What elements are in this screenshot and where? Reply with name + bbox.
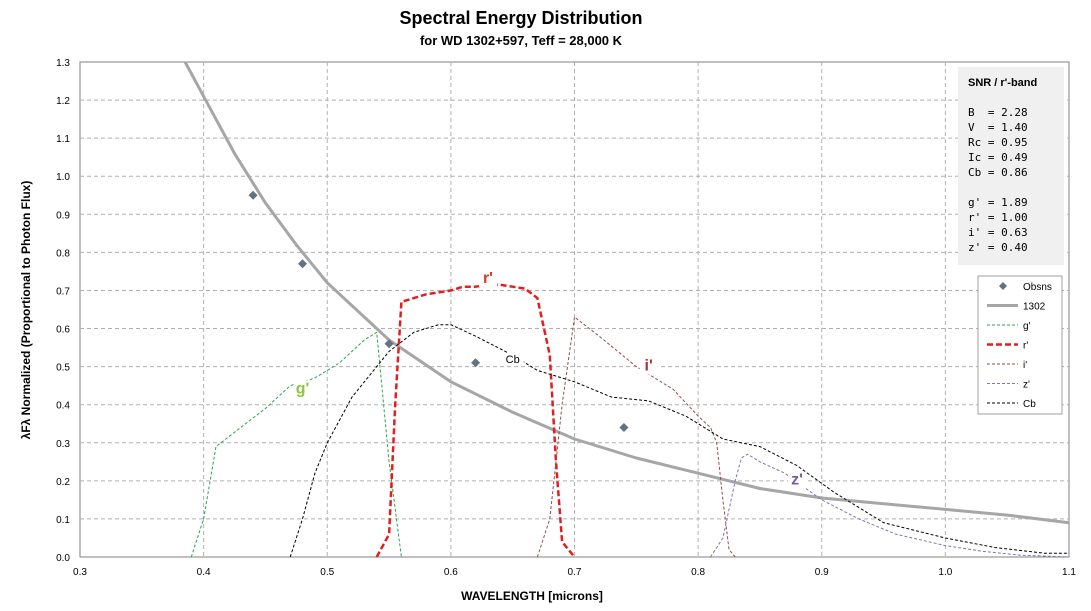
x-tick-label: 0.9 [815, 567, 829, 578]
legend-label: Obsns [1023, 282, 1052, 293]
series-line-1302 [183, 61, 1070, 525]
snr-line: B = 2.28 [968, 106, 1028, 119]
y-tick-label: 0.4 [56, 401, 70, 412]
legend-marker [999, 282, 1007, 290]
obs-point [248, 190, 258, 200]
y-tick-label: 0.2 [56, 477, 70, 488]
legend-label: g' [1023, 321, 1031, 332]
legend-label: Cb [1023, 399, 1036, 410]
legend: Obsns 1302 g' r' i' z' Cb [977, 275, 1063, 415]
obs-point [384, 339, 394, 349]
x-tick-label: 1.1 [1062, 567, 1076, 578]
y-tick-label: 1.1 [56, 134, 70, 145]
y-tick-label: 1.3 [56, 58, 70, 69]
snr-line: z' = 0.40 [968, 241, 1028, 254]
series-line-ip [536, 316, 736, 558]
y-axis-ticks: 0.0 0.1 0.2 0.3 0.4 0.5 0.6 0.7 0.8 0.9 1.0 1.1 1.2 1… [56, 58, 70, 564]
chart-title: Spectral Energy Distribution [399, 8, 642, 28]
snr-box: SNR / r'-band B = 2.28 V = 1.40 Rc = 0.95 I… [958, 67, 1064, 265]
x-axis-label: WAVELENGTH [microns] [461, 589, 603, 603]
obs-point [471, 358, 481, 368]
series-annotation: r' [483, 270, 493, 287]
y-tick-label: 0.5 [56, 363, 70, 374]
annotation-layer: g' r' Cb i' z' [293, 269, 807, 489]
y-tick-label: 1.2 [56, 96, 70, 107]
y-tick-label: 0.9 [56, 210, 70, 221]
snr-line: Cb = 0.86 [968, 166, 1028, 179]
legend-label: 1302 [1023, 302, 1046, 313]
y-tick-label: 0.0 [56, 553, 70, 564]
legend-label: i' [1023, 360, 1027, 371]
x-axis-ticks: 0.3 0.4 0.5 0.6 0.7 0.8 0.9 1.0 1.1 [73, 567, 1076, 578]
snr-title: SNR / r'-band [968, 77, 1037, 89]
x-tick-label: 1.0 [938, 567, 952, 578]
grid-lines [80, 62, 1069, 557]
x-tick-label: 0.8 [691, 567, 705, 578]
snr-line: V = 1.40 [968, 121, 1028, 134]
y-tick-label: 0.3 [56, 439, 70, 450]
y-tick-label: 1.0 [56, 172, 70, 183]
x-tick-label: 0.7 [568, 567, 582, 578]
x-tick-label: 0.6 [444, 567, 458, 578]
legend-label: r' [1023, 341, 1028, 352]
x-tick-label: 0.4 [197, 567, 211, 578]
obs-point [619, 423, 629, 433]
snr-line: Ic = 0.49 [968, 151, 1028, 164]
obs-point [298, 259, 308, 269]
y-tick-label: 0.7 [56, 286, 70, 297]
x-tick-label: 0.3 [73, 567, 87, 578]
series-annotation: i' [645, 357, 653, 374]
legend-label: z' [1023, 380, 1030, 391]
y-tick-label: 0.1 [56, 515, 70, 526]
series-line-Cb [289, 324, 1069, 558]
y-tick-label: 0.8 [56, 248, 70, 259]
series-annotation: z' [791, 472, 803, 489]
series-annotation: Cb [506, 354, 520, 366]
series-annotation: g' [296, 380, 310, 397]
chart-subtitle: for WD 1302+597, Teff = 28,000 K [420, 33, 623, 48]
x-tick-label: 0.5 [320, 567, 334, 578]
snr-line: i' = 0.63 [968, 226, 1028, 239]
y-axis-label: λFλ Normalized (Proportional to Photon F… [19, 181, 33, 440]
snr-line: g' = 1.89 [968, 196, 1028, 209]
snr-line: r' = 1.00 [968, 211, 1028, 224]
snr-line: Rc = 0.95 [968, 136, 1028, 149]
y-tick-label: 0.6 [56, 325, 70, 336]
